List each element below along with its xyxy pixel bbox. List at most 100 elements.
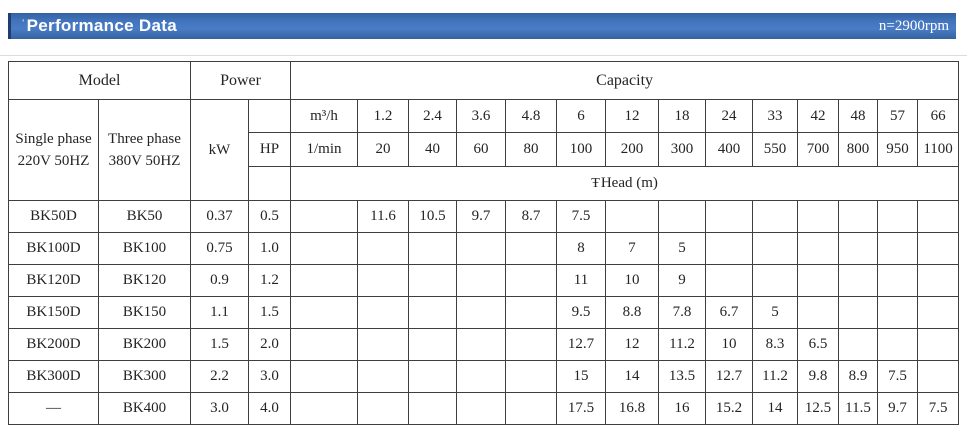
model-single-cell: BK50D bbox=[8, 200, 99, 233]
head-value-cell bbox=[357, 360, 410, 393]
flow-lmin-value: 400 bbox=[705, 132, 754, 167]
model-three-cell: BK100 bbox=[98, 232, 191, 265]
head-value-cell bbox=[917, 200, 960, 233]
head-value-cell bbox=[917, 296, 960, 329]
head-value-cell: 7.5 bbox=[556, 200, 607, 233]
head-value-cell: 9.5 bbox=[556, 296, 607, 329]
hp-cell: 2.0 bbox=[247, 328, 292, 361]
head-value-cell bbox=[917, 328, 960, 361]
head-value-cell: 11.6 bbox=[357, 200, 410, 233]
head-value-cell bbox=[705, 200, 754, 233]
head-value-cell bbox=[838, 296, 879, 329]
kw-cell: 3.0 bbox=[190, 392, 249, 425]
performance-table: Model Power Capacity Single phase 220V 5… bbox=[8, 61, 960, 425]
model-single-cell: BK100D bbox=[8, 232, 99, 265]
flow-m3h-value: 12 bbox=[605, 99, 660, 133]
flow-lmin-value: 800 bbox=[838, 132, 879, 167]
flow-m3h-value: 3.6 bbox=[456, 99, 507, 133]
spacer-cell bbox=[290, 200, 359, 233]
head-value-cell: 5 bbox=[752, 296, 799, 329]
head-unit-label: Head (m) bbox=[600, 175, 658, 191]
head-value-cell bbox=[877, 264, 919, 297]
kw-cell: 1.5 bbox=[190, 328, 249, 361]
spacer-cell bbox=[290, 232, 359, 265]
flow-lmin-value: 700 bbox=[797, 132, 840, 167]
kw-cell: 2.2 bbox=[190, 360, 249, 393]
model-single-cell: — bbox=[8, 392, 99, 425]
kw-cell: 0.37 bbox=[190, 200, 249, 233]
head-value-cell bbox=[408, 328, 458, 361]
header-row-groups: Model Power Capacity bbox=[8, 61, 960, 100]
single-phase-line2: 220V 50HZ bbox=[17, 153, 90, 169]
header-row-flow-m3h: Single phase 220V 50HZ Three phase 380V … bbox=[8, 99, 960, 201]
head-value-cell: 13.5 bbox=[658, 360, 707, 393]
spacer-cell bbox=[290, 392, 359, 425]
flow-lmin-value: 40 bbox=[408, 132, 458, 167]
head-value-cell bbox=[456, 328, 507, 361]
hp-header: HP bbox=[247, 132, 292, 167]
kw-cell: 0.75 bbox=[190, 232, 249, 265]
flow-m3h-value: 4.8 bbox=[505, 99, 558, 133]
flow-lmin-value: 300 bbox=[658, 132, 707, 167]
head-value-cell bbox=[838, 264, 879, 297]
head-value-cell: 15.2 bbox=[705, 392, 754, 425]
flow-m3h-value: 57 bbox=[877, 99, 919, 133]
hp-cell: 1.2 bbox=[247, 264, 292, 297]
head-value-cell: 16.8 bbox=[605, 392, 660, 425]
flow-m3h-value: 33 bbox=[752, 99, 799, 133]
three-phase-line1: Three phase bbox=[108, 130, 181, 147]
flow-m3h-value: 1.2 bbox=[357, 99, 410, 133]
head-value-cell bbox=[917, 360, 960, 393]
spacer-cell bbox=[290, 328, 359, 361]
head-value-cell: 9 bbox=[658, 264, 707, 297]
head-value-cell bbox=[456, 360, 507, 393]
head-value-cell: 7.5 bbox=[877, 360, 919, 393]
head-value-cell: 11.5 bbox=[838, 392, 879, 425]
table-row: BK200D BK200 1.5 2.0 12.7 12 11.2 10 8.3 6.5 bbox=[8, 328, 960, 361]
head-value-cell: 11.2 bbox=[658, 328, 707, 361]
flow-unit-m3h: m³/h bbox=[290, 99, 359, 133]
flow-m3h-value: 2.4 bbox=[408, 99, 458, 133]
table-row: BK100D BK100 0.75 1.0 8 7 5 bbox=[8, 232, 960, 265]
flow-m3h-value: 18 bbox=[658, 99, 707, 133]
three-phase-header: Three phase 380V 50HZ bbox=[98, 99, 191, 201]
head-value-cell bbox=[456, 392, 507, 425]
speed-note: n=2900rpm bbox=[878, 17, 949, 34]
head-value-cell bbox=[917, 264, 960, 297]
hp-cell: 4.0 bbox=[247, 392, 292, 425]
head-value-cell: 7.5 bbox=[917, 392, 960, 425]
spacer-cell bbox=[290, 264, 359, 297]
single-phase-header: Single phase 220V 50HZ bbox=[8, 99, 99, 201]
hp-cell: 1.0 bbox=[247, 232, 292, 265]
head-value-cell: 9.7 bbox=[877, 392, 919, 425]
flow-lmin-value: 60 bbox=[456, 132, 507, 167]
head-value-cell bbox=[357, 264, 410, 297]
head-value-cell bbox=[456, 232, 507, 265]
head-value-cell: 14 bbox=[605, 360, 660, 393]
head-value-cell bbox=[658, 200, 707, 233]
flow-lmin-value: 1100 bbox=[917, 132, 960, 167]
spacer-cell bbox=[290, 296, 359, 329]
head-value-cell bbox=[357, 392, 410, 425]
head-value-cell: 8.9 bbox=[838, 360, 879, 393]
flow-lmin-value: 20 bbox=[357, 132, 410, 167]
head-value-cell bbox=[408, 232, 458, 265]
model-three-cell: BK150 bbox=[98, 296, 191, 329]
head-value-cell bbox=[752, 232, 799, 265]
flow-lmin-value: 550 bbox=[752, 132, 799, 167]
flow-m3h-value: 42 bbox=[797, 99, 840, 133]
head-value-cell: 8.7 bbox=[505, 200, 558, 233]
model-single-cell: BK200D bbox=[8, 328, 99, 361]
head-value-cell bbox=[797, 200, 840, 233]
head-value-cell bbox=[408, 392, 458, 425]
head-value-cell bbox=[505, 232, 558, 265]
kw-header: kW bbox=[190, 99, 249, 201]
flow-lmin-value: 100 bbox=[556, 132, 607, 167]
head-value-cell bbox=[705, 264, 754, 297]
head-value-cell: 6.7 bbox=[705, 296, 754, 329]
three-phase-line2: 380V 50HZ bbox=[108, 153, 181, 169]
model-three-cell: BK400 bbox=[98, 392, 191, 425]
head-value-cell: 9.8 bbox=[797, 360, 840, 393]
table-row: — BK400 3.0 4.0 17.5 16.8 16 15.2 14 12.5 11.5 9.7 7… bbox=[8, 392, 960, 425]
flow-m3h-value: 24 bbox=[705, 99, 754, 133]
